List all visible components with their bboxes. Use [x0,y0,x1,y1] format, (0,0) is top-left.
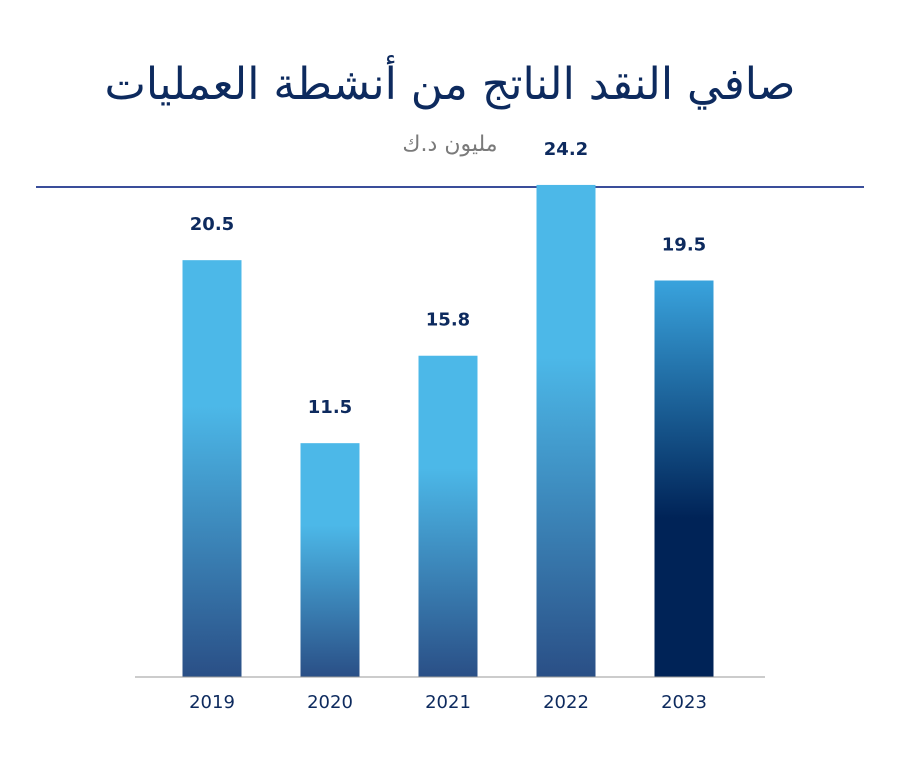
value-label-2023: 19.5 [662,235,706,256]
x-tick-label-2020: 2020 [307,692,353,713]
value-label-2021: 15.8 [426,310,470,331]
x-tick-label-2021: 2021 [425,692,471,713]
title-divider [36,186,864,188]
value-label-2019: 20.5 [190,214,234,235]
labels-group: 20.5 2019 11.5 2020 15.8 2021 24.2 2022 19.5 2023 [189,139,707,713]
bar-2019 [182,260,242,677]
x-tick-label-2023: 2023 [661,692,707,713]
x-tick-label-2022: 2022 [543,692,589,713]
value-label-2022: 24.2 [544,139,588,160]
x-tick-label-2019: 2019 [189,692,235,713]
bar-2022 [536,184,596,677]
bars-group [182,184,714,677]
chart-subtitle: مليون د.ك [402,132,498,157]
bar-2023 [654,280,714,677]
chart-title: صافي النقد الناتج من أنشطة العمليات [104,59,796,110]
bar-2021 [418,355,478,677]
bar-2020 [300,443,360,677]
value-label-2020: 11.5 [308,397,352,418]
